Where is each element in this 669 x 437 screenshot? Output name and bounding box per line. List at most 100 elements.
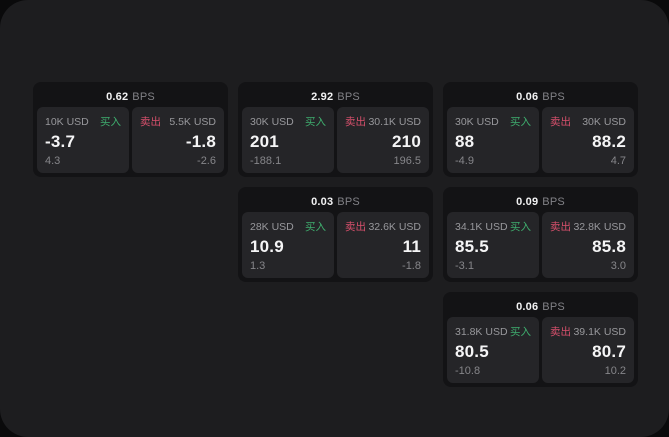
card-header: 0.06 BPS <box>447 296 634 317</box>
buy-panel-header: 30K USD 买入 <box>250 114 326 129</box>
quote-card[interactable]: 0.06 BPS 31.8K USD 买入 80.5 -10.8 卖出 39.1… <box>443 292 638 387</box>
sell-sub-value: -2.6 <box>197 155 216 167</box>
sell-panel[interactable]: 卖出 30K USD 88.2 4.7 <box>542 107 634 173</box>
bps-suffix-label: BPS <box>337 195 360 208</box>
sell-tag: 卖出 <box>345 116 366 128</box>
buy-sub-value: -188.1 <box>250 155 282 167</box>
quotes-grid: 0.62 BPS 10K USD 买入 -3.7 4.3 卖出 5.5K USD… <box>33 82 638 387</box>
buy-tag: 买入 <box>305 116 326 128</box>
buy-size-label: 10K USD <box>45 115 89 128</box>
buy-sub-value: 1.3 <box>250 260 266 272</box>
bps-value: 2.92 <box>311 90 334 103</box>
bps-value: 0.09 <box>516 195 539 208</box>
sell-size-label: 5.5K USD <box>169 115 216 128</box>
buy-tag: 买入 <box>100 116 121 128</box>
sell-tag: 卖出 <box>550 326 571 338</box>
sell-tag: 卖出 <box>550 116 571 128</box>
bps-value: 0.06 <box>516 90 539 103</box>
sell-panel[interactable]: 卖出 32.6K USD 11 -1.8 <box>337 212 429 278</box>
sell-sub-value: 4.7 <box>610 155 626 167</box>
buy-panel[interactable]: 28K USD 买入 10.9 1.3 <box>242 212 334 278</box>
buy-price-value: 85.5 <box>455 236 489 256</box>
sell-size-label: 39.1K USD <box>573 325 626 338</box>
quote-card[interactable]: 2.92 BPS 30K USD 买入 201 -188.1 卖出 30.1K … <box>238 82 433 177</box>
buy-panel-header: 34.1K USD 买入 <box>455 219 531 234</box>
buy-tag: 买入 <box>510 116 531 128</box>
sell-sub-value: -1.8 <box>402 260 421 272</box>
sell-panel-header: 卖出 30K USD <box>550 114 626 129</box>
buy-price-value: 88 <box>455 131 475 151</box>
quote-panels: 30K USD 买入 88 -4.9 卖出 30K USD 88.2 4.7 <box>447 107 634 173</box>
buy-price-value: 201 <box>250 131 279 151</box>
buy-panel-header: 30K USD 买入 <box>455 114 531 129</box>
buy-price-value: 10.9 <box>250 236 284 256</box>
sell-panel-header: 卖出 32.8K USD <box>550 219 626 234</box>
bps-suffix-label: BPS <box>337 90 360 103</box>
sell-price-value: 85.8 <box>592 236 626 256</box>
buy-size-label: 31.8K USD <box>455 325 508 338</box>
buy-panel[interactable]: 10K USD 买入 -3.7 4.3 <box>37 107 129 173</box>
buy-size-label: 30K USD <box>250 115 294 128</box>
bps-suffix-label: BPS <box>542 90 565 103</box>
sell-size-label: 32.6K USD <box>368 220 421 233</box>
buy-panel[interactable]: 31.8K USD 买入 80.5 -10.8 <box>447 317 539 383</box>
sell-panel[interactable]: 卖出 32.8K USD 85.8 3.0 <box>542 212 634 278</box>
sell-price-value: 80.7 <box>592 341 626 361</box>
buy-tag: 买入 <box>510 326 531 338</box>
sell-size-label: 32.8K USD <box>573 220 626 233</box>
sell-price-value: 210 <box>392 131 421 151</box>
quote-panels: 30K USD 买入 201 -188.1 卖出 30.1K USD 210 1… <box>242 107 429 173</box>
buy-panel[interactable]: 34.1K USD 买入 85.5 -3.1 <box>447 212 539 278</box>
buy-tag: 买入 <box>510 221 531 233</box>
card-header: 0.62 BPS <box>37 86 224 107</box>
buy-price-value: -3.7 <box>45 131 76 151</box>
buy-size-label: 28K USD <box>250 220 294 233</box>
buy-sub-value: -10.8 <box>455 365 481 377</box>
quote-card[interactable]: 0.06 BPS 30K USD 买入 88 -4.9 卖出 30K USD 8… <box>443 82 638 177</box>
buy-panel[interactable]: 30K USD 买入 88 -4.9 <box>447 107 539 173</box>
bps-value: 0.62 <box>106 90 129 103</box>
quote-panels: 28K USD 买入 10.9 1.3 卖出 32.6K USD 11 -1.8 <box>242 212 429 278</box>
sell-tag: 卖出 <box>140 116 161 128</box>
quote-panels: 10K USD 买入 -3.7 4.3 卖出 5.5K USD -1.8 -2.… <box>37 107 224 173</box>
sell-sub-value: 3.0 <box>610 260 626 272</box>
card-header: 2.92 BPS <box>242 86 429 107</box>
bps-suffix-label: BPS <box>132 90 155 103</box>
sell-panel-header: 卖出 39.1K USD <box>550 324 626 339</box>
quote-panels: 34.1K USD 买入 85.5 -3.1 卖出 32.8K USD 85.8… <box>447 212 634 278</box>
bps-suffix-label: BPS <box>542 195 565 208</box>
buy-sub-value: -4.9 <box>455 155 474 167</box>
quote-card[interactable]: 0.62 BPS 10K USD 买入 -3.7 4.3 卖出 5.5K USD… <box>33 82 228 177</box>
quote-card[interactable]: 0.09 BPS 34.1K USD 买入 85.5 -3.1 卖出 32.8K… <box>443 187 638 282</box>
sell-panel-header: 卖出 30.1K USD <box>345 114 421 129</box>
sell-panel[interactable]: 卖出 30.1K USD 210 196.5 <box>337 107 429 173</box>
sell-size-label: 30K USD <box>582 115 626 128</box>
buy-price-value: 80.5 <box>455 341 489 361</box>
buy-size-label: 34.1K USD <box>455 220 508 233</box>
sell-panel-header: 卖出 32.6K USD <box>345 219 421 234</box>
buy-panel[interactable]: 30K USD 买入 201 -188.1 <box>242 107 334 173</box>
sell-tag: 卖出 <box>550 221 571 233</box>
sell-price-value: 11 <box>402 236 421 256</box>
sell-panel-header: 卖出 5.5K USD <box>140 114 216 129</box>
bps-value: 0.03 <box>311 195 334 208</box>
sell-sub-value: 196.5 <box>393 155 421 167</box>
buy-sub-value: 4.3 <box>45 155 61 167</box>
buy-tag: 买入 <box>305 221 326 233</box>
buy-panel-header: 31.8K USD 买入 <box>455 324 531 339</box>
sell-panel[interactable]: 卖出 39.1K USD 80.7 10.2 <box>542 317 634 383</box>
card-header: 0.06 BPS <box>447 86 634 107</box>
sell-panel[interactable]: 卖出 5.5K USD -1.8 -2.6 <box>132 107 224 173</box>
sell-size-label: 30.1K USD <box>368 115 421 128</box>
buy-panel-header: 28K USD 买入 <box>250 219 326 234</box>
buy-size-label: 30K USD <box>455 115 499 128</box>
sell-price-value: 88.2 <box>592 131 626 151</box>
bps-suffix-label: BPS <box>542 300 565 313</box>
sell-sub-value: 10.2 <box>604 365 626 377</box>
buy-sub-value: -3.1 <box>455 260 474 272</box>
sell-price-value: -1.8 <box>185 131 216 151</box>
quote-card[interactable]: 0.03 BPS 28K USD 买入 10.9 1.3 卖出 32.6K US… <box>238 187 433 282</box>
card-header: 0.03 BPS <box>242 191 429 212</box>
sell-tag: 卖出 <box>345 221 366 233</box>
